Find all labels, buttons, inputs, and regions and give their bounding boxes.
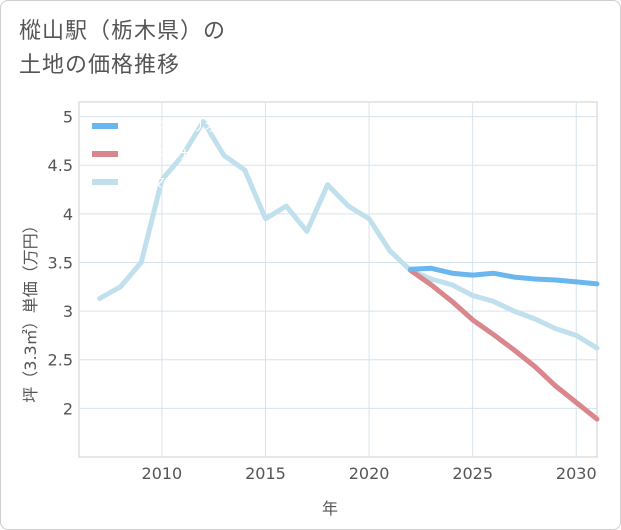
plot-area — [78, 101, 598, 458]
y-tick-label: 2 — [63, 399, 73, 418]
x-axis-title: 年 — [322, 499, 338, 518]
y-tick-label: 2.5 — [48, 351, 73, 370]
x-tick-label: 2020 — [349, 464, 390, 483]
y-tick-label: 5 — [63, 108, 73, 127]
legend-label-2: ノーマルシナリオ — [126, 176, 230, 191]
axis-ticks: 2010 2015 2020 2025 2030 2 2.5 3 3.5 4 4.5 5 — [48, 108, 597, 483]
grid-lines — [79, 102, 597, 457]
series-line-2 — [97, 119, 600, 351]
series-line-0 — [408, 265, 600, 287]
x-tick-label: 2015 — [245, 464, 286, 483]
legend-label-0: グッドシナリオ — [126, 120, 217, 135]
x-tick-label: 2030 — [556, 464, 597, 483]
series-lines — [97, 119, 600, 422]
y-tick-label: 3 — [63, 302, 73, 321]
y-tick-label: 4.5 — [48, 156, 73, 175]
y-tick-label: 4 — [63, 205, 73, 224]
y-tick-label: 3.5 — [48, 253, 73, 272]
y-axis-title: 坪（3.3㎡）単価（万円） — [21, 217, 40, 402]
legend-label-1: バッドシナリオ — [126, 148, 217, 163]
chart-title-line-1: 樅山駅（栃木県）の — [19, 19, 227, 44]
series-line-1 — [408, 267, 600, 422]
x-tick-label: 2010 — [142, 464, 183, 483]
chart-title-line-2: 土地の価格推移 — [19, 53, 181, 78]
chart-title: 樅山駅（栃木県）の 土地の価格推移 — [19, 15, 419, 83]
x-tick-label: 2025 — [452, 464, 493, 483]
